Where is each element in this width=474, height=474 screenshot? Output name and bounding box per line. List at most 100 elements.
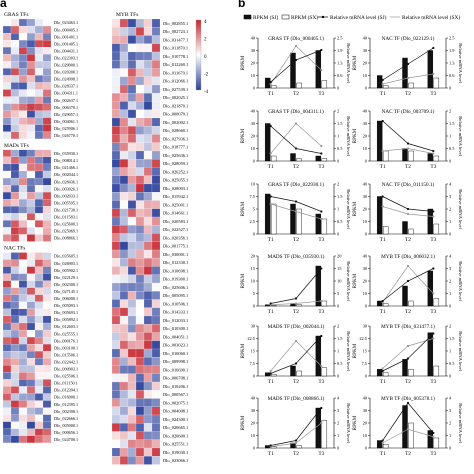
bar-rpkm-sj [402, 221, 408, 235]
bar-rpkm-sx [408, 82, 414, 89]
heatmap-gene-label: Dlo_000079.1 [163, 112, 188, 117]
y-tick-label: 20 [363, 207, 368, 212]
y-axis-label: RPKM [240, 201, 246, 216]
x-tick-label: T3 [318, 164, 324, 170]
bar-rpkm-sx [270, 374, 277, 377]
colorbar-tick-label: 2 [204, 38, 207, 43]
bar-rpkm-sj [427, 208, 434, 235]
heatmap-gene-label: Dlo_002637.1 [54, 98, 78, 103]
heatmap-gene-label: Dlo_011870.1 [163, 46, 188, 51]
line-relative-sj [382, 120, 434, 152]
heatmap-gene-label: Dlo_028436.1 [54, 179, 78, 184]
bar-rpkm-sj [290, 203, 296, 235]
y2-tick-label: 3 [449, 266, 452, 271]
y2-tick-label: 0 [449, 304, 452, 309]
point-relative-sx [406, 76, 410, 80]
x-tick-label: T3 [318, 309, 324, 315]
heatmap-gene-label: Dlo_004431.1 [54, 48, 78, 53]
heatmap-gene-label: Dlo_005095.1 [163, 293, 188, 298]
bar-chart: MYB TF (Dlo_006032.1) RPKM Relative mRNA l… [352, 253, 463, 315]
heatmap-gene-label: Dlo_025606.1 [163, 285, 188, 290]
heatmap-gene-label: Dlo_022527.1 [163, 227, 188, 232]
bar-chart: MADS TF (Dlo_008866.1) RPKM Relative mRNA … [240, 395, 351, 457]
heatmap-gene-label: Dlo_001405.1 [54, 41, 78, 46]
heatmap-gene-label: Dlo_025055.1 [163, 178, 188, 183]
heatmap-gene-label: Dlo_025069.1 [54, 229, 78, 234]
y-axis-label: RPKM [352, 343, 358, 358]
bar-rpkm-sj [402, 285, 408, 307]
heatmap-gene-label: Dlo_009998.1 [163, 359, 188, 364]
legend-swatch-sx [281, 14, 290, 20]
y2-axis-label: Relative mRNA level [458, 189, 463, 229]
bar-chart: GRAS TF (Dlo_000405.1) RPKM Relative mRNA … [240, 35, 351, 97]
bar-rpkm-sx [296, 445, 302, 449]
y2-tick-label: 0 [449, 374, 452, 379]
heatmap-gene-label: Dlo_024700.1 [54, 437, 78, 442]
colorbar-tick-label: -4 [204, 90, 209, 95]
point-relative-sx [294, 339, 298, 343]
y-tick-label: 2.5 [250, 219, 256, 224]
point-relative-sj [432, 210, 435, 213]
y-axis-label: RPKM [352, 128, 358, 143]
point-relative-sj [294, 147, 298, 150]
y2-tick-label: 1 [337, 207, 339, 212]
bar-rpkm-sx [382, 85, 389, 89]
heatmap-gene-label: Dlo_001401.1 [54, 34, 78, 39]
bar-rpkm-sx [270, 305, 277, 307]
y2-tick-label: 1.9 [449, 48, 455, 53]
y-tick-label: 7.5 [250, 194, 256, 199]
point-relative-sx [432, 72, 435, 76]
y-tick-label: 0 [253, 446, 256, 451]
x-tick-label: T1 [268, 309, 274, 315]
y2-tick-label: 0.5 [449, 146, 455, 151]
bar-rpkm-sx [433, 155, 440, 162]
point-relative-sx [432, 435, 435, 438]
heatmap-panel: GRAS TFs Dlo_023463.1 Dlo_000405.1 Dlo_0014… [2, 12, 209, 465]
y2-tick-label: 0 [449, 232, 452, 237]
panel-label-a: a [0, 0, 7, 10]
y2-tick-label: 0.6 [337, 73, 343, 78]
heatmap-gene-label: Dlo_010300.1 [163, 326, 188, 331]
y-tick-label: 22.5 [359, 336, 367, 341]
y2-axis-label: Relative mRNA level [458, 116, 463, 156]
bar-rpkm-sx [408, 369, 414, 377]
heatmap-group-title: NAC TFs [4, 246, 25, 252]
point-relative-sx [269, 82, 272, 86]
x-tick-label: T1 [268, 164, 274, 170]
y-tick-label: 0 [365, 374, 368, 379]
chart-title: MYB TF (Dlo_005378.1) [381, 395, 435, 402]
point-relative-sx [294, 302, 298, 305]
bar-rpkm-sx [270, 155, 277, 162]
chart-title: MADS TF (Dlo_002044.1) [268, 323, 325, 330]
y-tick-label: 30 [251, 324, 256, 329]
y-tick-label: 0 [365, 446, 368, 451]
legend-label-rel-sj: Relative mRNA level (SJ) [330, 14, 387, 21]
y2-tick-label: 2 [449, 421, 451, 426]
y2-axis-label: Relative mRNA level [458, 331, 463, 371]
y-tick-label: 20 [363, 279, 368, 284]
chart-title: GRAS TF (Dlo_004311.1) [268, 108, 324, 115]
heatmap-gene-label: Dlo_008014.1 [54, 158, 78, 163]
x-tick-label: T1 [380, 379, 386, 385]
point-relative-sj [294, 439, 298, 442]
bar-chart: NAC TF (Dlo_003709.1) RPKM Relative mRNA l… [352, 108, 463, 170]
heatmap-gene-label: Dlo_020600.1 [163, 433, 188, 438]
point-relative-sj [269, 444, 272, 447]
bar-rpkm-sj [264, 77, 271, 89]
point-relative-sx [432, 215, 435, 218]
heatmap-gene-label: Dlo_010060.1 [163, 351, 188, 356]
heatmap-gene-label: Dlo_021466.1 [54, 165, 78, 170]
bar-rpkm-sx [321, 80, 328, 89]
bar-rpkm-sj [290, 52, 296, 89]
y2-tick-label: 2 [449, 324, 451, 329]
y2-tick-label: 2.5 [337, 36, 343, 41]
heatmap-gene-label: Dlo_000567.1 [163, 392, 188, 397]
x-tick-label: T3 [430, 164, 436, 170]
heatmap-gene-label: Dlo_025506.1 [54, 374, 78, 379]
heatmap-gene-label: Dlo_002723.1 [163, 29, 188, 34]
bar-rpkm-sx [296, 158, 302, 162]
heatmap-gene-label: Dlo_002033.1 [54, 193, 78, 198]
line-relative-sj [270, 196, 322, 212]
heatmap-gene-label: Dlo_005595.1 [54, 200, 78, 205]
y-axis-label: RPKM [240, 415, 246, 430]
